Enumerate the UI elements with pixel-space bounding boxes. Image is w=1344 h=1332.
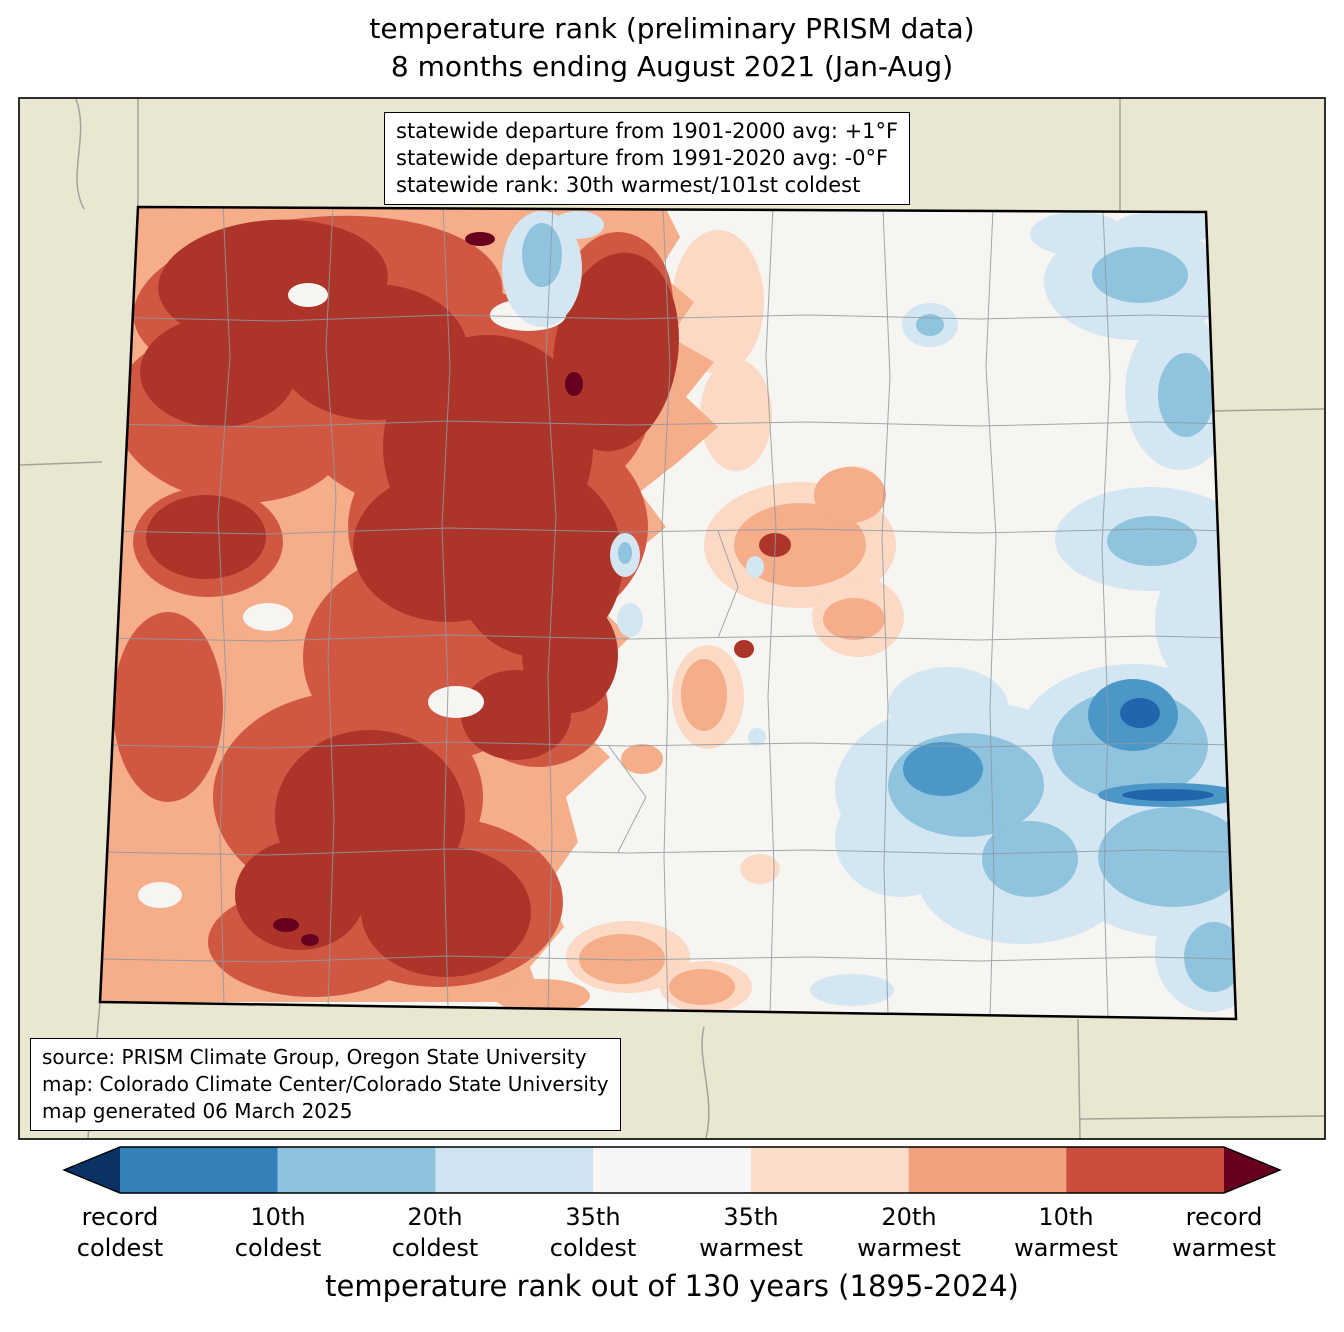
colorbar-outline: [62, 1146, 1282, 1194]
colorbar-segment-7: [1066, 1147, 1225, 1193]
colorbar-segment-3: [435, 1147, 594, 1193]
title-line-1: temperature rank (preliminary PRISM data…: [369, 12, 975, 45]
colorbar-segment-6: [908, 1147, 1067, 1193]
stats-line-1: statewide departure from 1901-2000 avg: …: [396, 119, 899, 143]
tick-35th-warmest: 35th warmest: [699, 1203, 803, 1262]
statewide-stats-box: statewide departure from 1901-2000 avg: …: [384, 112, 911, 205]
colorbar-right-arrow: [1224, 1147, 1280, 1193]
figure-title: temperature rank (preliminary PRISM data…: [0, 10, 1344, 86]
tick-20th-coldest: 20th coldest: [391, 1203, 479, 1262]
record-warm-specks: [273, 232, 583, 946]
colorbar-left-arrow: [64, 1147, 120, 1193]
warm-dark-blobs: [140, 219, 791, 977]
colorbar-segment-5: [750, 1147, 909, 1193]
map-canvas: [18, 97, 1326, 1140]
map-frame: [18, 97, 1326, 1140]
source-line-3: map generated 06 March 2025: [42, 1099, 353, 1123]
county-borders: [101, 207, 1235, 1018]
colorbar-segment-2: [277, 1147, 436, 1193]
title-line-2: 8 months ending August 2021 (Jan-Aug): [390, 50, 954, 83]
stats-line-3: statewide rank: 30th warmest/101st colde…: [396, 173, 861, 197]
colorbar-segment-1: [120, 1147, 278, 1193]
source-line-1: source: PRISM Climate Group, Oregon Stat…: [42, 1045, 587, 1069]
tick-record-warmest: record warmest: [1172, 1203, 1276, 1262]
tick-20th-warmest: 20th warmest: [857, 1203, 961, 1262]
colorbar: [62, 1146, 1282, 1194]
tick-10th-coldest: 10th coldest: [234, 1203, 322, 1262]
neighbor-state-borders: [19, 98, 1325, 1139]
map-panel: statewide departure from 1901-2000 avg: …: [18, 97, 1326, 1140]
colorbar-segment-4: [593, 1147, 751, 1193]
cool-dark-cores: [1120, 698, 1214, 801]
tick-10th-warmest: 10th warmest: [1014, 1203, 1118, 1262]
source-line-2: map: Colorado Climate Center/Colorado St…: [42, 1072, 609, 1096]
state-border: [98, 205, 1238, 1021]
colorbar-tick-labels: record coldest 10th coldest 20th coldest…: [0, 1202, 1344, 1266]
tick-35th-coldest: 35th coldest: [549, 1203, 637, 1262]
tick-record-coldest: record coldest: [76, 1203, 164, 1262]
stats-line-2: statewide departure from 1991-2020 avg: …: [396, 146, 889, 170]
source-attribution-box: source: PRISM Climate Group, Oregon Stat…: [30, 1038, 621, 1131]
colorbar-caption: temperature rank out of 130 years (1895-…: [325, 1269, 1019, 1303]
